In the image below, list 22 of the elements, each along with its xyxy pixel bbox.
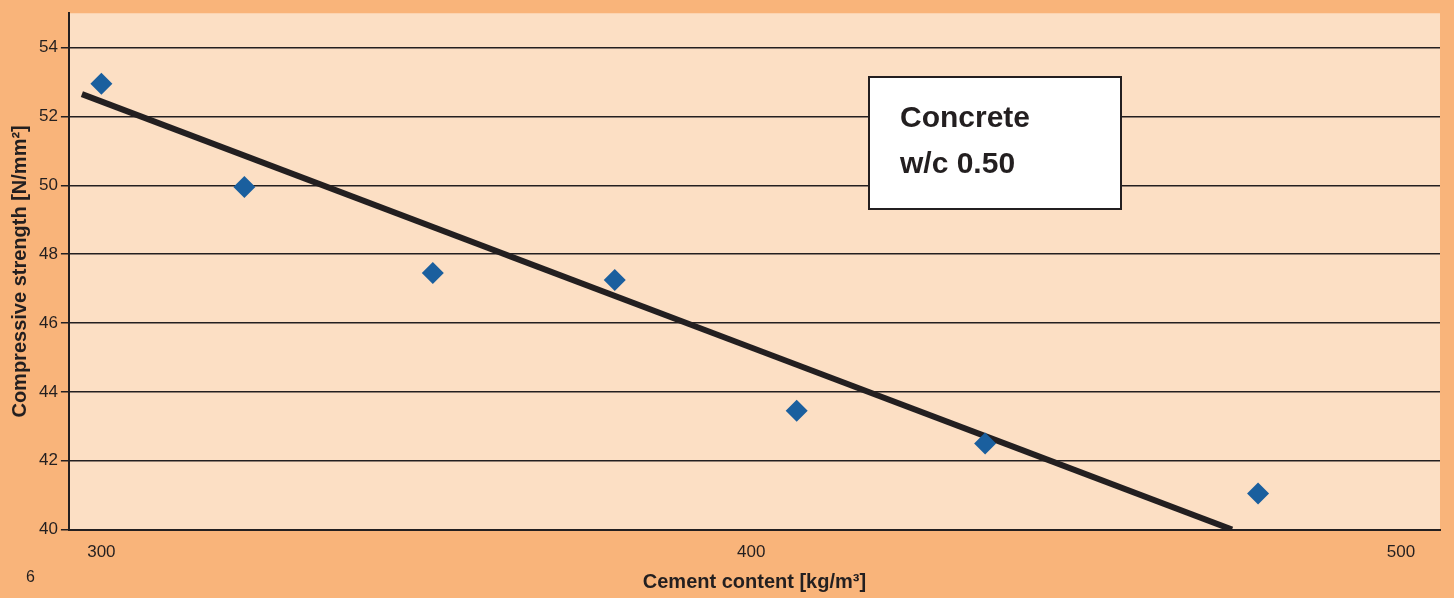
point <box>974 432 997 455</box>
note-box: Concrete w/c 0.50 <box>868 76 1122 210</box>
point <box>90 72 113 95</box>
x-tick-label: 400 <box>737 542 766 562</box>
point <box>233 176 256 199</box>
y-tick-label: 42 <box>38 450 58 470</box>
y-axis-title: Compressive strength [N/mm²] <box>7 125 30 418</box>
y-tick-label: 52 <box>38 106 58 126</box>
point <box>785 399 808 422</box>
point <box>603 269 626 292</box>
point <box>421 262 444 285</box>
y-tick-label: 54 <box>38 37 58 57</box>
y-tick-label: 46 <box>38 312 58 332</box>
y-tick-label: 48 <box>38 243 58 263</box>
y-tick-label: 44 <box>38 381 58 401</box>
y-tick-label: 50 <box>38 175 58 195</box>
x-axis-title: Cement content [kg/m³] <box>642 569 867 592</box>
text: 6 <box>26 568 35 586</box>
y-tick-label: 40 <box>38 519 58 539</box>
x-tick-label: 500 <box>1386 542 1416 562</box>
point <box>1247 482 1270 505</box>
x-tick-label: 300 <box>87 542 116 562</box>
